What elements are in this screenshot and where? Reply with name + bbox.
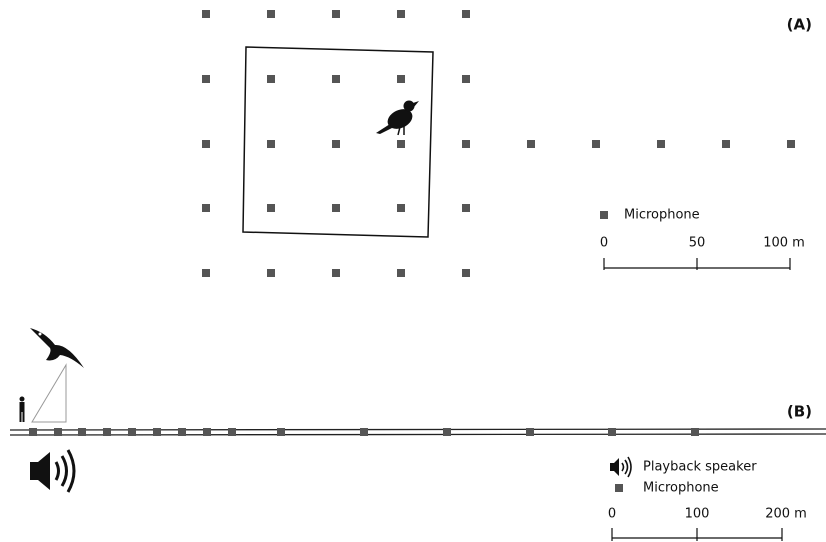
microphone — [462, 10, 470, 18]
microphone — [332, 10, 340, 18]
microphone — [397, 204, 405, 212]
legend-speaker-icon — [610, 456, 632, 478]
microphone — [462, 140, 470, 148]
microphone — [397, 75, 405, 83]
microphone — [202, 140, 210, 148]
microphone — [202, 10, 210, 18]
songbird-icon — [376, 100, 419, 136]
scale-bar — [603, 258, 791, 270]
microphone — [202, 269, 210, 277]
scale-label: 0 — [608, 507, 616, 522]
microphone — [462, 75, 470, 83]
microphone — [397, 10, 405, 18]
scale-label: 200 m — [765, 507, 807, 522]
microphone — [267, 75, 275, 83]
microphone — [332, 75, 340, 83]
microphone — [462, 269, 470, 277]
microphone — [360, 428, 368, 436]
microphone — [527, 140, 535, 148]
microphone — [202, 75, 210, 83]
microphone — [443, 428, 451, 436]
microphone — [462, 204, 470, 212]
microphone — [267, 140, 275, 148]
angle-triangle — [31, 363, 67, 423]
microphone — [332, 140, 340, 148]
microphone — [267, 204, 275, 212]
microphone — [202, 204, 210, 212]
microphone — [691, 428, 699, 436]
microphone — [128, 428, 136, 436]
scale-label: 50 — [689, 236, 706, 251]
panel-label: (A) — [787, 16, 812, 34]
scale-bar — [611, 528, 783, 541]
microphone — [787, 140, 795, 148]
microphone-array — [202, 10, 795, 277]
legend-microphone-icon — [600, 211, 608, 219]
microphone — [526, 428, 534, 436]
legend-microphone-icon — [615, 484, 623, 492]
microphone — [203, 428, 211, 436]
microphone — [657, 140, 665, 148]
microphone — [397, 140, 405, 148]
microphone — [103, 428, 111, 436]
transect-line — [9, 428, 826, 436]
scale-label: 100 — [685, 507, 710, 522]
microphone — [397, 269, 405, 277]
microphone — [78, 428, 86, 436]
nightjar-icon — [30, 328, 84, 368]
study-plot — [242, 46, 434, 238]
microphone — [332, 204, 340, 212]
person-icon — [19, 396, 25, 422]
speaker-icon — [30, 449, 76, 493]
microphone — [54, 428, 62, 436]
microphone — [592, 140, 600, 148]
scale-label: 0 — [600, 236, 608, 251]
legend-label: Microphone — [643, 481, 719, 496]
microphone — [267, 269, 275, 277]
microphone — [722, 140, 730, 148]
microphone — [228, 428, 236, 436]
panel-label: (B) — [787, 403, 812, 421]
microphone — [332, 269, 340, 277]
microphone — [153, 428, 161, 436]
scale-label: 100 m — [763, 236, 805, 251]
microphone — [608, 428, 616, 436]
microphone — [178, 428, 186, 436]
microphone — [267, 10, 275, 18]
microphone-array — [29, 428, 699, 436]
microphone — [29, 428, 37, 436]
microphone — [277, 428, 285, 436]
legend-label: Playback speaker — [643, 460, 757, 475]
legend-label: Microphone — [624, 208, 700, 223]
